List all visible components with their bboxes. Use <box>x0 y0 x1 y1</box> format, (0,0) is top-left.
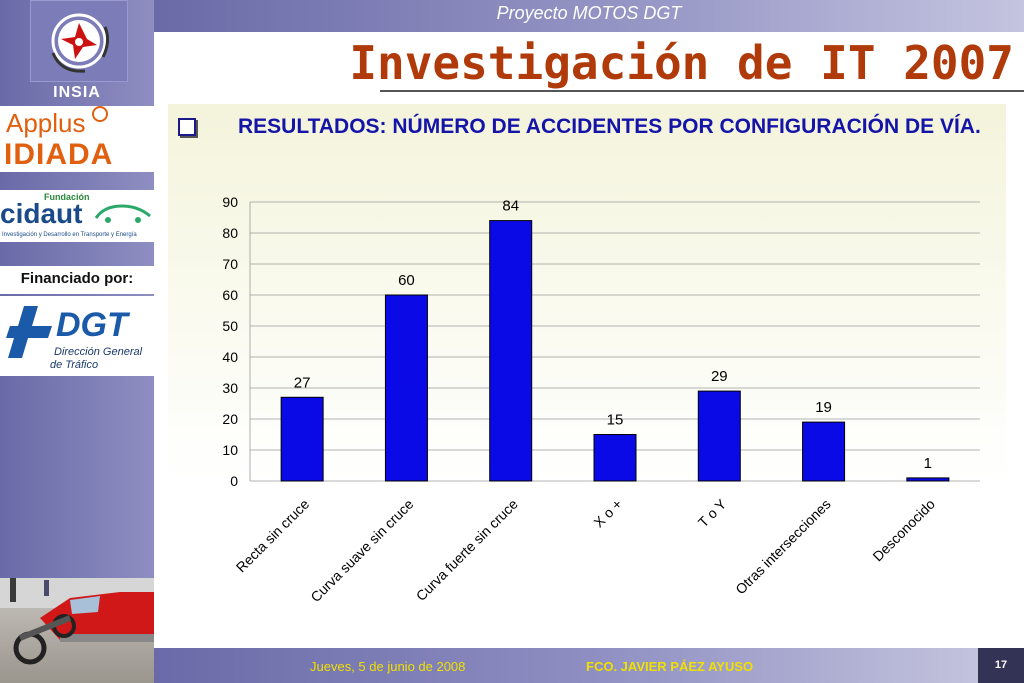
data-label: 60 <box>398 272 415 289</box>
y-tick-label: 70 <box>222 256 238 272</box>
accident-photo <box>0 578 154 683</box>
x-tick-label: Recta sin cruce <box>233 496 313 576</box>
x-tick-label: Curva suave sin cruce <box>307 496 416 605</box>
results-heading: RESULTADOS: NÚMERO DE ACCIDENTES POR CON… <box>238 115 981 138</box>
financiado-panel: Financiado por: <box>0 266 154 294</box>
bar <box>384 294 428 482</box>
chart-bars <box>280 220 950 482</box>
footer-author: FCO. JAVIER PÁEZ AYUSO <box>586 659 754 674</box>
applus-idiada-logo: Applus IDIADA <box>0 106 154 172</box>
y-tick-label: 20 <box>222 411 238 427</box>
dgt-logo: DGT Dirección General de Tráfico <box>0 296 154 376</box>
insia-emblem-icon <box>51 13 110 73</box>
title-divider <box>380 90 1024 92</box>
y-tick-label: 80 <box>222 225 238 241</box>
insia-label: INSIA <box>53 84 101 101</box>
y-tick-label: 40 <box>222 349 238 365</box>
bar <box>280 396 324 482</box>
y-tick-label: 0 <box>230 473 238 489</box>
financiado-label: Financiado por: <box>20 270 134 287</box>
dgt-cross-icon <box>6 306 52 358</box>
bar <box>697 390 741 482</box>
bar <box>489 220 533 482</box>
data-label: 27 <box>294 374 311 391</box>
cidaut-tagline: Investigación y Desarrollo en Transporte… <box>2 232 137 238</box>
x-tick-label: Otras intersecciones <box>732 496 834 598</box>
y-tick-label: 30 <box>222 380 238 396</box>
footer-band <box>154 648 1024 683</box>
applus-text: Applus <box>6 108 86 138</box>
cidaut-text: cidaut <box>0 198 83 229</box>
bar <box>593 434 637 482</box>
bar-chart: 0 10 20 30 40 50 60 70 80 90 27 60 84 15 29 19 1 Recta … <box>222 194 980 605</box>
x-tick-label: Curva fuerte sin cruce <box>413 496 521 604</box>
data-label: 29 <box>711 368 728 385</box>
idiada-text: IDIADA <box>4 138 114 171</box>
insia-logo <box>30 0 128 82</box>
bar <box>906 477 950 482</box>
x-tick-label: T o Y <box>695 495 730 530</box>
header-band: Proyecto MOTOS DGT <box>154 0 1024 32</box>
x-tick-label: Desconocido <box>869 496 938 565</box>
dgt-sub1: Dirección General <box>54 346 143 358</box>
y-tick-label: 60 <box>222 287 238 303</box>
y-axis-ticks: 0 10 20 30 40 50 60 70 80 90 <box>222 194 238 489</box>
y-tick-label: 90 <box>222 194 238 210</box>
car-icon <box>94 204 151 223</box>
x-tick-label: X o + <box>590 496 625 531</box>
page-title: Investigación de IT 2007 <box>349 36 1014 90</box>
bullet-icon <box>178 118 196 136</box>
data-label: 1 <box>924 455 932 472</box>
footer-date: Jueves, 5 de junio de 2008 <box>310 659 466 674</box>
data-label: 84 <box>502 198 519 215</box>
content-area <box>168 104 1006 644</box>
fundacion-text: Fundación <box>44 192 90 202</box>
cidaut-logo: Fundación cidaut Investigación y Desarro… <box>0 190 154 242</box>
data-label: 19 <box>815 399 832 416</box>
dgt-text: DGT <box>56 306 128 344</box>
data-labels: 27 60 84 15 29 19 1 <box>294 198 932 472</box>
y-tick-label: 10 <box>222 442 238 458</box>
page-number: 17 <box>978 648 1024 683</box>
dgt-sub2: de Tráfico <box>50 359 99 371</box>
data-label: 15 <box>607 412 624 429</box>
plus-icon <box>92 106 108 122</box>
bar <box>802 421 846 482</box>
y-tick-label: 50 <box>222 318 238 334</box>
project-title: Proyecto MOTOS DGT <box>496 3 682 23</box>
